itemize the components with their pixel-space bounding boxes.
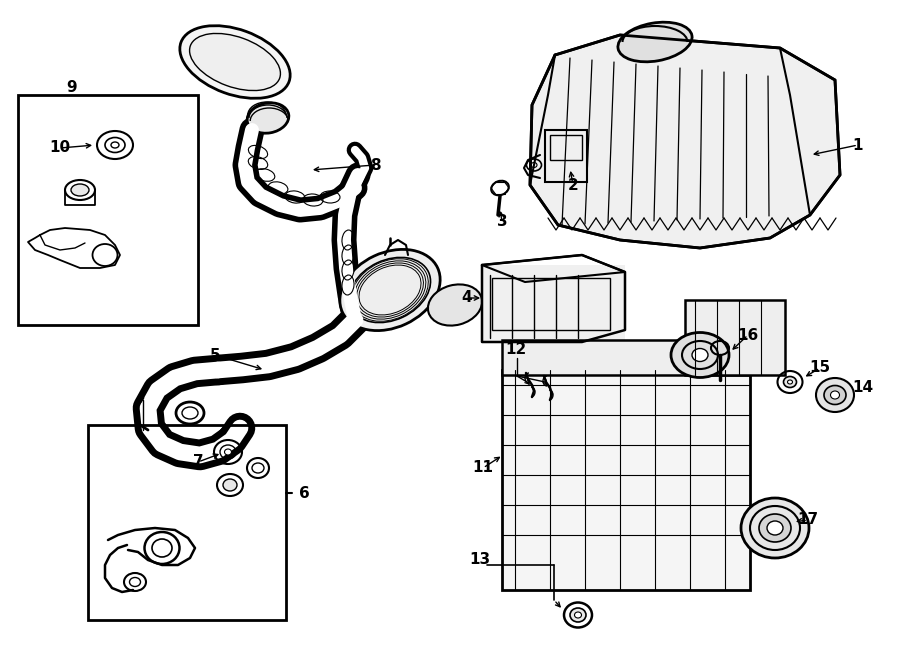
Text: 6: 6 xyxy=(299,485,310,500)
Text: 15: 15 xyxy=(809,360,831,375)
Bar xyxy=(545,130,587,182)
Ellipse shape xyxy=(741,498,809,558)
Bar xyxy=(502,340,750,375)
Text: 12: 12 xyxy=(506,342,526,358)
Ellipse shape xyxy=(111,142,119,148)
Bar xyxy=(482,265,625,342)
Ellipse shape xyxy=(767,521,783,535)
Ellipse shape xyxy=(824,385,846,405)
Ellipse shape xyxy=(831,391,840,399)
Ellipse shape xyxy=(816,378,854,412)
Ellipse shape xyxy=(784,377,796,387)
Ellipse shape xyxy=(71,184,89,196)
Text: 10: 10 xyxy=(50,141,70,155)
Text: 2: 2 xyxy=(568,178,579,192)
Bar xyxy=(550,135,582,160)
Ellipse shape xyxy=(340,249,440,330)
Text: 11: 11 xyxy=(472,461,493,475)
Text: 5: 5 xyxy=(210,348,220,362)
Text: 7: 7 xyxy=(193,455,203,469)
Ellipse shape xyxy=(180,26,290,98)
Text: 8: 8 xyxy=(370,157,381,173)
Bar xyxy=(685,300,785,375)
Ellipse shape xyxy=(428,284,482,326)
Text: 16: 16 xyxy=(737,327,759,342)
Text: 4: 4 xyxy=(462,290,472,305)
Text: 14: 14 xyxy=(852,381,874,395)
Text: 3: 3 xyxy=(497,215,508,229)
Ellipse shape xyxy=(574,612,581,618)
Text: 9: 9 xyxy=(67,81,77,95)
Text: 1: 1 xyxy=(853,137,863,153)
Text: 17: 17 xyxy=(797,512,819,527)
Bar xyxy=(88,425,286,620)
Ellipse shape xyxy=(248,102,289,134)
Ellipse shape xyxy=(788,380,793,384)
Bar xyxy=(18,95,198,325)
Ellipse shape xyxy=(618,22,692,62)
Ellipse shape xyxy=(759,514,791,542)
Bar xyxy=(492,278,610,330)
PathPatch shape xyxy=(530,35,840,248)
Ellipse shape xyxy=(692,348,708,362)
Ellipse shape xyxy=(190,34,281,91)
Bar xyxy=(502,370,750,590)
Ellipse shape xyxy=(223,479,237,491)
Text: 13: 13 xyxy=(470,553,490,568)
Ellipse shape xyxy=(671,332,729,377)
Ellipse shape xyxy=(224,449,231,455)
Ellipse shape xyxy=(570,608,586,622)
